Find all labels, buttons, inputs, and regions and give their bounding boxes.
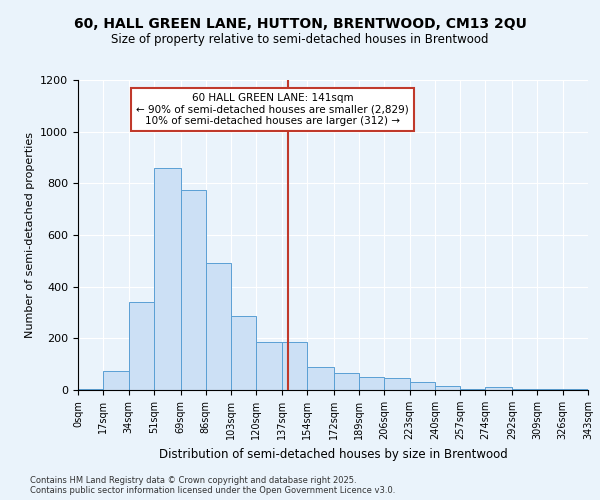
X-axis label: Distribution of semi-detached houses by size in Brentwood: Distribution of semi-detached houses by … — [158, 448, 508, 460]
Bar — [435, 386, 460, 390]
Bar — [563, 388, 588, 390]
Bar — [282, 342, 307, 390]
Bar — [128, 302, 154, 390]
Bar — [485, 388, 512, 390]
Bar — [334, 373, 359, 390]
Text: Contains HM Land Registry data © Crown copyright and database right 2025.
Contai: Contains HM Land Registry data © Crown c… — [30, 476, 395, 495]
Bar — [206, 264, 231, 390]
Y-axis label: Number of semi-detached properties: Number of semi-detached properties — [25, 132, 35, 338]
Bar — [307, 367, 334, 390]
Bar — [154, 168, 181, 390]
Bar — [460, 388, 485, 390]
Bar — [384, 378, 410, 390]
Bar — [256, 342, 282, 390]
Bar — [78, 388, 103, 390]
Bar — [231, 316, 256, 390]
Text: Size of property relative to semi-detached houses in Brentwood: Size of property relative to semi-detach… — [111, 32, 489, 46]
Text: 60 HALL GREEN LANE: 141sqm
← 90% of semi-detached houses are smaller (2,829)
10%: 60 HALL GREEN LANE: 141sqm ← 90% of semi… — [136, 93, 409, 126]
Bar — [538, 388, 563, 390]
Bar — [359, 377, 384, 390]
Text: 60, HALL GREEN LANE, HUTTON, BRENTWOOD, CM13 2QU: 60, HALL GREEN LANE, HUTTON, BRENTWOOD, … — [74, 18, 526, 32]
Bar — [181, 190, 206, 390]
Bar — [512, 388, 538, 390]
Bar — [103, 370, 128, 390]
Bar — [410, 382, 435, 390]
